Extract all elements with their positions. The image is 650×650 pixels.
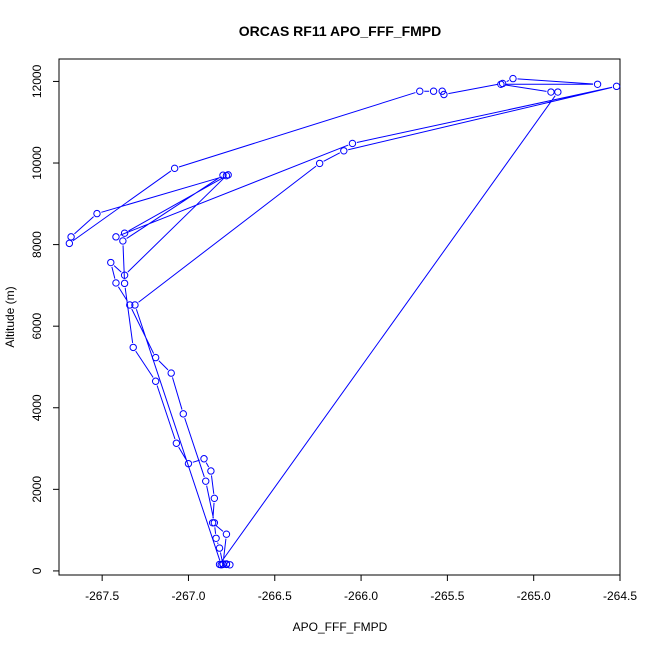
x-axis-label: APO_FFF_FMPD: [293, 620, 388, 634]
data-point: [593, 80, 602, 88]
y-axis-label: Altitude (m): [3, 286, 17, 347]
data-point: [208, 519, 217, 527]
y-tick-label: 6000: [30, 313, 44, 340]
data-point: [107, 258, 115, 267]
data-point: [207, 467, 215, 475]
data-point: [554, 88, 562, 96]
data-point: [226, 561, 234, 569]
x-tick-label: -265.5: [430, 589, 464, 603]
data-point: [151, 353, 160, 362]
data-point: [222, 560, 231, 568]
y-tick-label: 2000: [30, 476, 44, 503]
data-point: [416, 87, 424, 95]
data-point: [315, 159, 324, 168]
data-point: [440, 90, 448, 99]
data-point: [612, 82, 621, 91]
data-point: [120, 229, 129, 237]
data-point: [219, 171, 227, 179]
data-point: [126, 301, 134, 309]
data-point: [348, 139, 357, 148]
series-line: [72, 78, 613, 562]
data-point: [202, 477, 210, 485]
data-point: [120, 271, 129, 279]
data-point: [222, 530, 231, 538]
data-point: [219, 560, 227, 568]
y-axis: 0 2000 4000 6000 8000 10000 12000: [30, 64, 60, 574]
y-tick-label: 12000: [30, 64, 44, 98]
data-point: [547, 88, 555, 96]
data-point: [129, 343, 137, 352]
data-point: [131, 301, 139, 309]
data-point: [151, 377, 160, 385]
data-point: [119, 237, 127, 245]
y-tick-label: 8000: [30, 231, 44, 258]
x-tick-label: -267.0: [171, 589, 205, 603]
x-tick-label: -266.5: [258, 589, 292, 603]
data-point: [170, 164, 179, 173]
data-point: [112, 233, 120, 241]
plot-frame: [58, 58, 621, 576]
data-point: [93, 209, 101, 218]
data-point: [179, 410, 187, 418]
data-point: [184, 459, 193, 468]
data-point: [215, 544, 224, 552]
data-point: [172, 439, 181, 447]
y-tick-label: 10000: [30, 146, 44, 180]
data-point: [224, 171, 232, 179]
data-point: [429, 87, 438, 95]
series-layer: [65, 74, 621, 569]
data-point: [210, 494, 219, 503]
x-tick-label: -265.0: [517, 589, 551, 603]
x-axis: -267.5 -267.0 -266.5 -266.0 -265.5 -265.0 -264…: [85, 574, 637, 603]
x-tick-label: -266.0: [344, 589, 378, 603]
data-point: [200, 455, 208, 463]
data-point: [212, 534, 220, 542]
data-point: [65, 239, 74, 248]
x-tick-label: -267.5: [85, 589, 119, 603]
x-tick-label: -264.5: [603, 589, 637, 603]
data-point: [340, 147, 348, 155]
data-point: [509, 74, 517, 83]
y-tick-label: 4000: [30, 394, 44, 421]
data-point: [167, 369, 175, 377]
y-tick-label: 0: [30, 567, 44, 574]
data-point: [112, 279, 120, 287]
data-point: [67, 233, 75, 241]
data-point: [120, 279, 129, 288]
chart-title: ORCAS RF11 APO_FFF_FMPD: [239, 23, 442, 39]
data-point: [497, 80, 505, 88]
